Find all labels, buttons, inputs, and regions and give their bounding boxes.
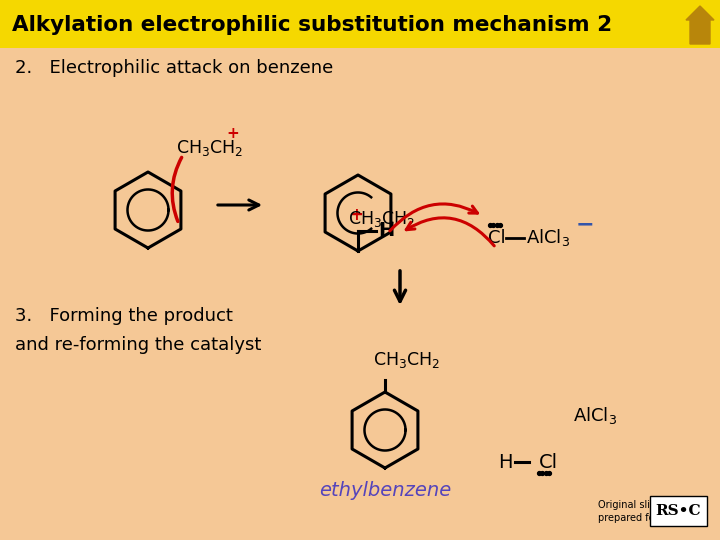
- Polygon shape: [686, 6, 714, 20]
- Text: and re-forming the catalyst: and re-forming the catalyst: [15, 336, 261, 354]
- Text: 2.   Electrophilic attack on benzene: 2. Electrophilic attack on benzene: [15, 59, 333, 77]
- Text: Original slide: Original slide: [598, 500, 662, 510]
- Text: $\mathregular{CH_3CH_2}$: $\mathregular{CH_3CH_2}$: [348, 209, 415, 229]
- Polygon shape: [690, 8, 710, 44]
- Text: $\mathregular{AlCl_3}$: $\mathregular{AlCl_3}$: [573, 404, 617, 426]
- Text: $\mathregular{CH_3CH_2}$: $\mathregular{CH_3CH_2}$: [176, 138, 243, 158]
- Text: ethylbenzene: ethylbenzene: [319, 481, 451, 500]
- Text: +: +: [226, 125, 239, 140]
- Text: −: −: [576, 214, 595, 234]
- Text: Cl: Cl: [488, 229, 505, 247]
- Text: RS•C: RS•C: [655, 504, 701, 518]
- Text: Cl: Cl: [539, 453, 558, 471]
- Text: H: H: [498, 453, 512, 471]
- Text: $\mathregular{AlCl_3}$: $\mathregular{AlCl_3}$: [526, 227, 570, 248]
- Text: +: +: [349, 206, 363, 224]
- FancyBboxPatch shape: [650, 496, 707, 526]
- FancyBboxPatch shape: [0, 0, 720, 48]
- Text: prepared for the: prepared for the: [598, 513, 678, 523]
- Text: H: H: [378, 221, 395, 240]
- Text: 3.   Forming the product: 3. Forming the product: [15, 307, 233, 325]
- Text: $\mathregular{CH_3CH_2}$: $\mathregular{CH_3CH_2}$: [373, 350, 441, 370]
- Text: Alkylation electrophilic substitution mechanism 2: Alkylation electrophilic substitution me…: [12, 15, 612, 35]
